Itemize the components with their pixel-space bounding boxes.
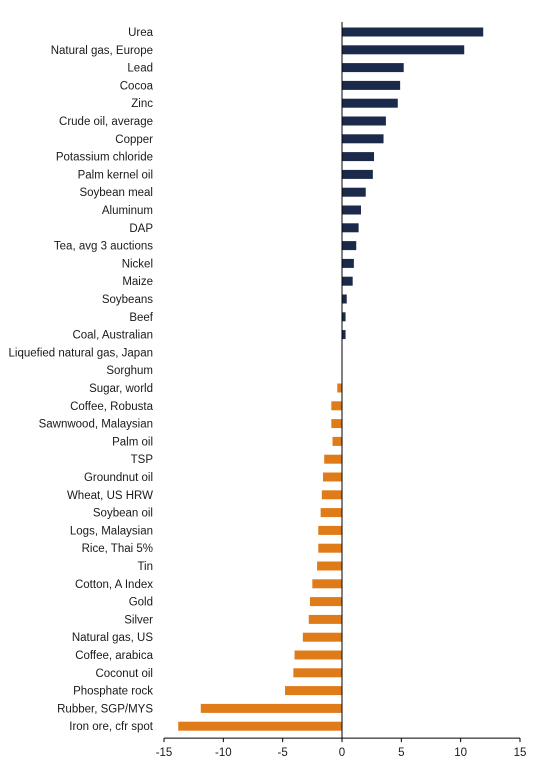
category-label: Nickel <box>122 258 153 270</box>
category-label: Logs, Malaysian <box>70 525 153 537</box>
category-label: Coconut oil <box>95 668 153 680</box>
bar <box>342 223 359 233</box>
x-tick-label: 5 <box>398 747 404 759</box>
category-label: Maize <box>122 276 153 288</box>
category-label: Rice, Thai 5% <box>82 543 153 555</box>
category-label: Sawnwood, Malaysian <box>39 419 153 431</box>
bar <box>337 383 342 393</box>
bar <box>312 579 342 589</box>
bar <box>332 436 342 446</box>
category-label: Gold <box>129 597 153 609</box>
bar <box>342 276 353 286</box>
category-label: Palm oil <box>112 436 153 448</box>
category-label: Tea, avg 3 auctions <box>54 241 153 253</box>
category-label: Zinc <box>131 98 153 110</box>
bar <box>342 80 401 90</box>
category-label: Soybean meal <box>79 187 153 199</box>
x-tick-labels: -15 -10 -5 0 5 10 15 <box>156 738 527 759</box>
category-label: Beef <box>129 312 153 324</box>
category-labels: Urea Natural gas, Europe Lead Cocoa Zinc Crud… <box>9 27 154 733</box>
bar <box>318 525 342 535</box>
category-label: Palm kernel oil <box>78 169 153 181</box>
category-label: Natural gas, Europe <box>51 45 153 57</box>
bar <box>318 543 342 553</box>
bar <box>342 241 357 251</box>
bar <box>342 187 366 197</box>
bar <box>342 63 404 73</box>
category-label: TSP <box>131 454 154 466</box>
category-label: DAP <box>129 223 153 235</box>
bar <box>342 205 361 215</box>
category-label: Silver <box>124 614 153 626</box>
bar <box>285 686 342 696</box>
bar <box>321 490 342 500</box>
x-tick-label: -10 <box>215 747 232 759</box>
category-label: Potassium chloride <box>56 152 153 164</box>
bar <box>309 597 342 607</box>
category-label: Iron ore, cfr spot <box>69 721 154 733</box>
category-label: Liquefied natural gas, Japan <box>9 347 154 359</box>
x-tick-label: -15 <box>156 747 173 759</box>
category-label: Cotton, A Index <box>75 579 153 591</box>
category-label: Coffee, Robusta <box>70 401 154 413</box>
x-tick-label: 10 <box>454 747 467 759</box>
bar <box>342 98 398 108</box>
bar <box>342 169 373 179</box>
category-label: Crude oil, average <box>59 116 153 128</box>
category-label: Phosphate rock <box>73 686 153 698</box>
bar-group <box>178 27 484 731</box>
bar <box>317 561 342 571</box>
bar <box>308 614 342 624</box>
bar <box>323 472 342 482</box>
bar <box>342 312 346 322</box>
category-label: Sugar, world <box>89 383 153 395</box>
category-label: Natural gas, US <box>72 632 154 644</box>
category-label: Rubber, SGP/MYS <box>57 703 153 715</box>
bar <box>342 330 346 340</box>
bar <box>342 134 384 144</box>
category-label: Groundnut oil <box>84 472 153 484</box>
category-label: Sorghum <box>106 365 153 377</box>
category-label: Wheat, US HRW <box>67 490 153 502</box>
x-tick-label: 15 <box>514 747 527 759</box>
bar <box>331 401 342 411</box>
bar <box>342 45 465 55</box>
category-label: Coal, Australian <box>72 330 153 342</box>
category-label: Copper <box>115 134 153 146</box>
x-tick-label: 0 <box>339 747 345 759</box>
bar <box>320 508 342 518</box>
category-label: Lead <box>127 63 153 75</box>
category-label: Aluminum <box>102 205 153 217</box>
bar <box>342 258 354 268</box>
category-label: Urea <box>128 27 154 39</box>
bar <box>342 294 347 304</box>
bar <box>324 454 342 464</box>
bar <box>200 703 342 713</box>
category-label: Cocoa <box>120 80 154 92</box>
category-label: Soybeans <box>102 294 153 306</box>
bar <box>302 632 342 642</box>
x-tick-label: -5 <box>278 747 288 759</box>
bar <box>293 668 342 678</box>
bar <box>178 721 342 731</box>
category-label: Coffee, arabica <box>75 650 153 662</box>
bar <box>342 152 375 162</box>
bar <box>331 419 342 429</box>
category-label: Tin <box>137 561 153 573</box>
bar <box>342 116 386 126</box>
bar <box>294 650 342 660</box>
bar <box>342 27 484 37</box>
category-label: Soybean oil <box>93 508 153 520</box>
